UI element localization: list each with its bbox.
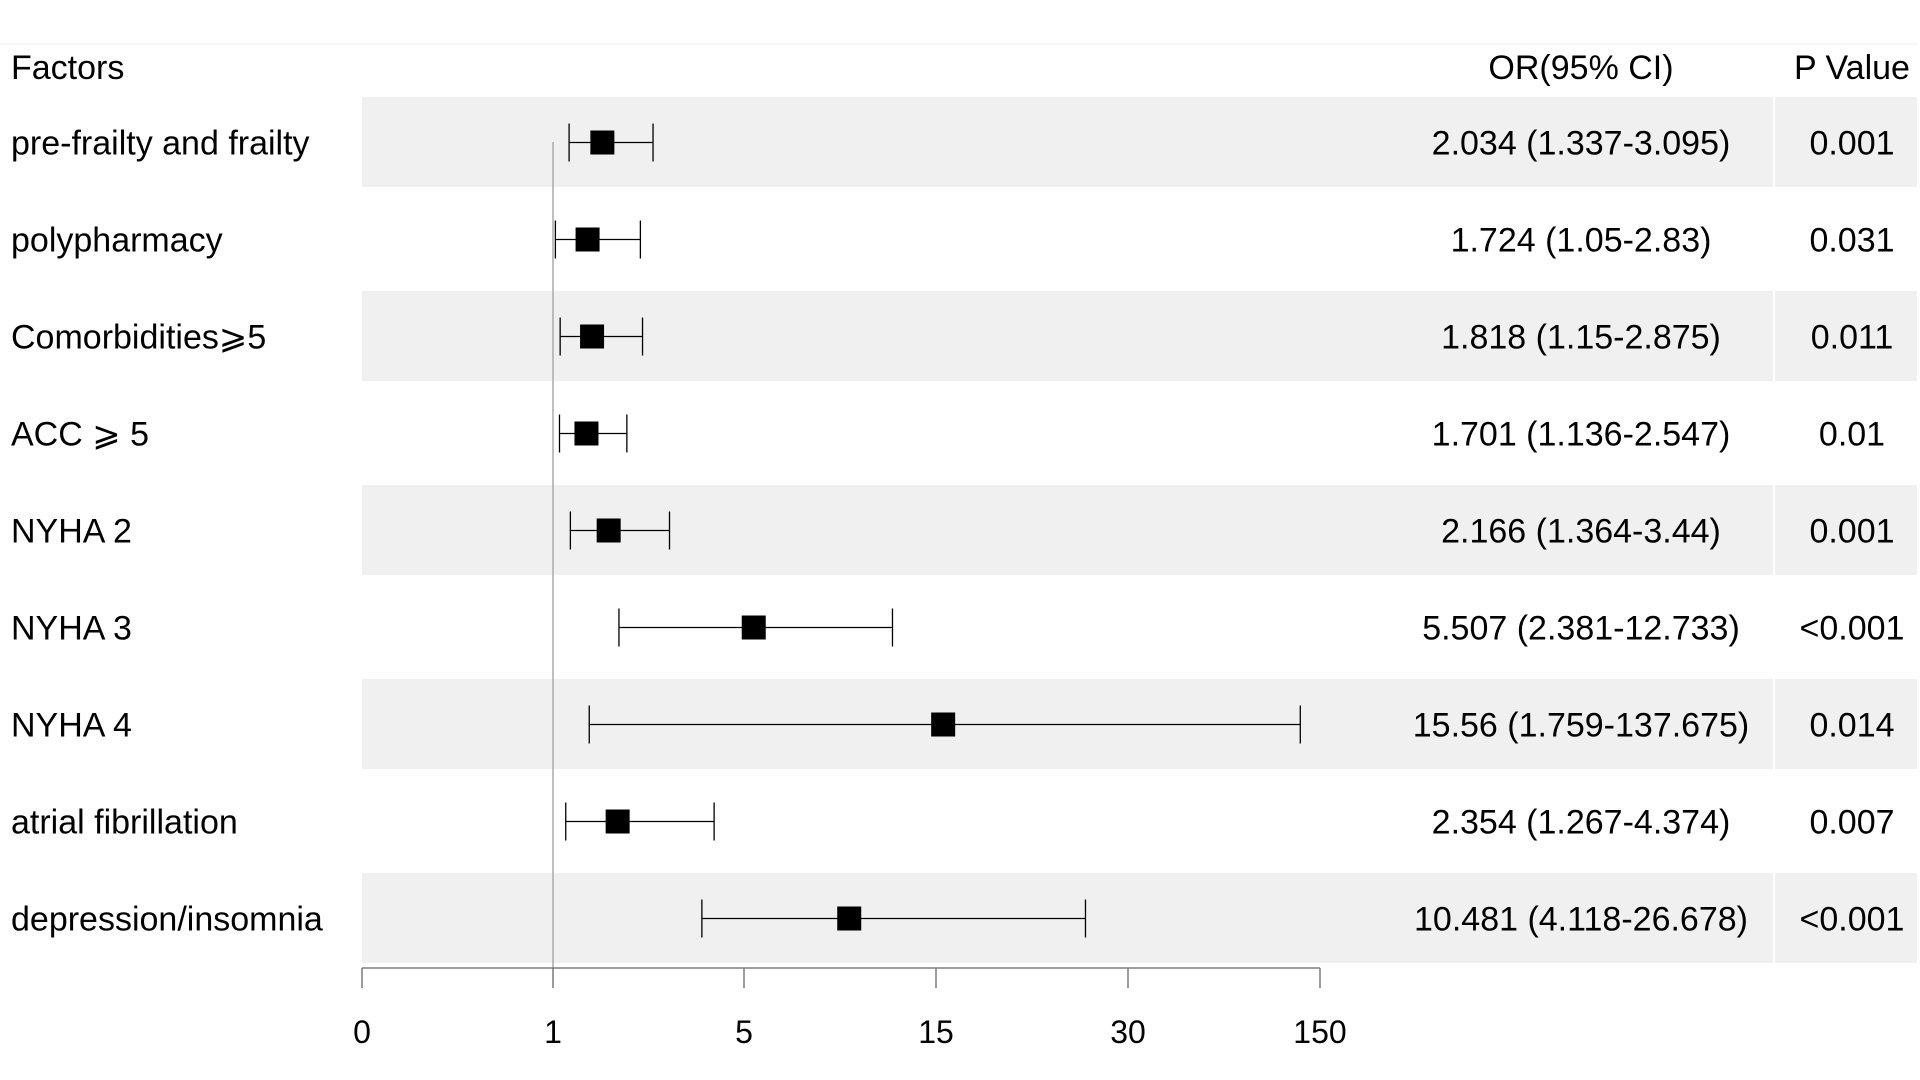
tick-label: 30 (1110, 1014, 1146, 1050)
p-value: 0.001 (1809, 125, 1894, 163)
factor-label: polypharmacy (11, 222, 223, 260)
p-value: 0.007 (1809, 804, 1894, 842)
tick-label: 0 (353, 1014, 371, 1050)
or-ci-value: 15.56 (1.759-137.675) (1413, 707, 1749, 745)
header-factors: Factors (11, 49, 124, 87)
tick-label: 1 (544, 1014, 562, 1050)
tick-label: 15 (918, 1014, 954, 1050)
factor-label: pre-frailty and frailty (11, 125, 310, 163)
or-marker (590, 130, 615, 155)
factor-label: NYHA 3 (11, 610, 132, 648)
factor-label: NYHA 2 (11, 513, 132, 551)
table-text: Factors OR(95% CI) P Value pre-frailty a… (11, 49, 1910, 939)
x-axis: 0 1 5 15 30 150 (353, 967, 1347, 1050)
or-ci-value: 1.701 (1.136-2.547) (1432, 416, 1731, 454)
p-value: 0.014 (1809, 707, 1894, 745)
header-p-value: P Value (1794, 49, 1910, 87)
row-band (362, 873, 1917, 963)
factor-label: Comorbidities⩾5 (11, 319, 266, 357)
or-marker (837, 906, 862, 931)
confidence-intervals (554, 123, 1301, 938)
p-value: 0.031 (1809, 222, 1894, 260)
or-ci-value: 2.354 (1.267-4.374) (1432, 804, 1731, 842)
p-value: 0.001 (1809, 513, 1894, 551)
factor-label: ACC ⩾ 5 (11, 416, 149, 454)
or-marker (580, 324, 605, 349)
factor-label: depression/insomnia (11, 901, 323, 939)
or-marker (575, 227, 600, 252)
or-ci-value: 10.481 (4.118-26.678) (1414, 901, 1748, 939)
or-marker (574, 421, 599, 446)
factor-label: atrial fibrillation (11, 804, 238, 842)
tick-label: 150 (1293, 1014, 1346, 1050)
header-or-ci: OR(95% CI) (1488, 49, 1673, 87)
p-value: 0.011 (1811, 319, 1894, 357)
or-marker (931, 712, 956, 737)
or-ci-value: 2.034 (1.337-3.095) (1432, 125, 1731, 163)
factor-label: NYHA 4 (11, 707, 132, 745)
p-value: <0.001 (1800, 610, 1905, 648)
or-ci-value: 1.724 (1.05-2.83) (1451, 222, 1712, 260)
or-ci-value: 1.818 (1.15-2.875) (1441, 319, 1721, 357)
or-ci-value: 5.507 (2.381-12.733) (1422, 610, 1740, 648)
or-marker (605, 809, 630, 834)
or-ci-value: 2.166 (1.364-3.44) (1441, 513, 1721, 551)
tick-label: 5 (735, 1014, 753, 1050)
p-value: 0.01 (1819, 416, 1885, 454)
or-marker (596, 518, 621, 543)
p-value: <0.001 (1800, 901, 1905, 939)
or-marker (741, 615, 766, 640)
